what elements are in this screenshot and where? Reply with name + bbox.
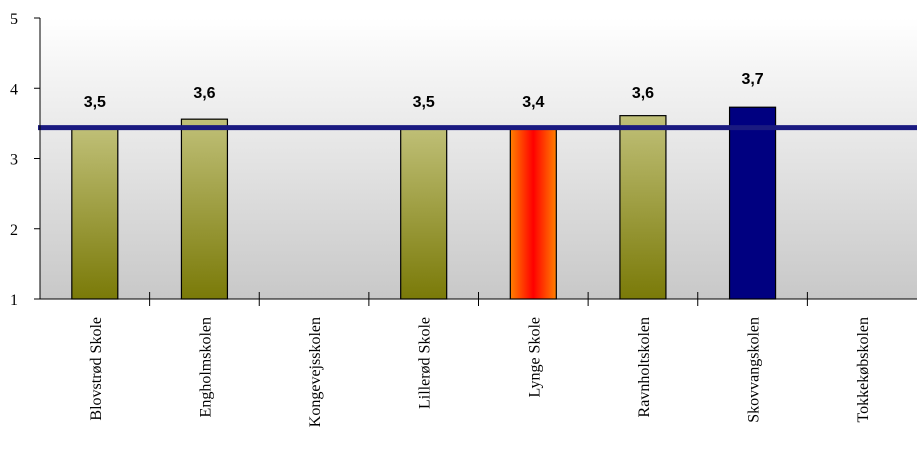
- y-tick-label: 4: [10, 81, 18, 98]
- data-label: 3,5: [84, 94, 106, 111]
- plot-area: [40, 18, 917, 299]
- data-label: 3,5: [413, 94, 435, 111]
- bar: [728, 106, 777, 300]
- x-tick-label: Ravnholtskolen: [636, 317, 653, 417]
- x-axis-tick-labels: Blovstrød Skole Engholmskolen Kongevejssko…: [88, 317, 872, 427]
- bar: [509, 127, 557, 300]
- x-tick-label: Skovvangskolen: [746, 317, 763, 423]
- x-tick-label: Engholmskolen: [197, 317, 214, 417]
- y-tick-label: 3: [10, 152, 18, 169]
- bar: [400, 125, 448, 300]
- bars-layer: [71, 106, 777, 300]
- data-label: 3,7: [741, 71, 763, 88]
- data-label: 3,6: [193, 85, 215, 102]
- bar: [71, 126, 119, 300]
- x-tick-label: Tokkekøbskolen: [855, 317, 872, 423]
- x-tick-label: Lynge Skole: [526, 317, 543, 397]
- y-tick-label: 5: [10, 11, 18, 28]
- bar: [180, 118, 229, 300]
- axes: [34, 17, 917, 306]
- y-axis-tick-labels: 1 2 3 4 5: [10, 11, 18, 309]
- bar: [619, 115, 667, 300]
- x-tick-label: Lillerød Skole: [417, 317, 434, 409]
- x-tick-label: Blovstrød Skole: [88, 317, 105, 421]
- y-tick-label: 1: [10, 292, 18, 309]
- data-label: 3,6: [632, 85, 654, 102]
- data-labels: 3,5 3,6 3,5 3,4 3,6 3,7: [84, 71, 764, 111]
- x-tick-label: Kongevejsskolen: [307, 317, 324, 427]
- y-tick-label: 2: [10, 222, 18, 239]
- data-label: 3,4: [522, 94, 544, 111]
